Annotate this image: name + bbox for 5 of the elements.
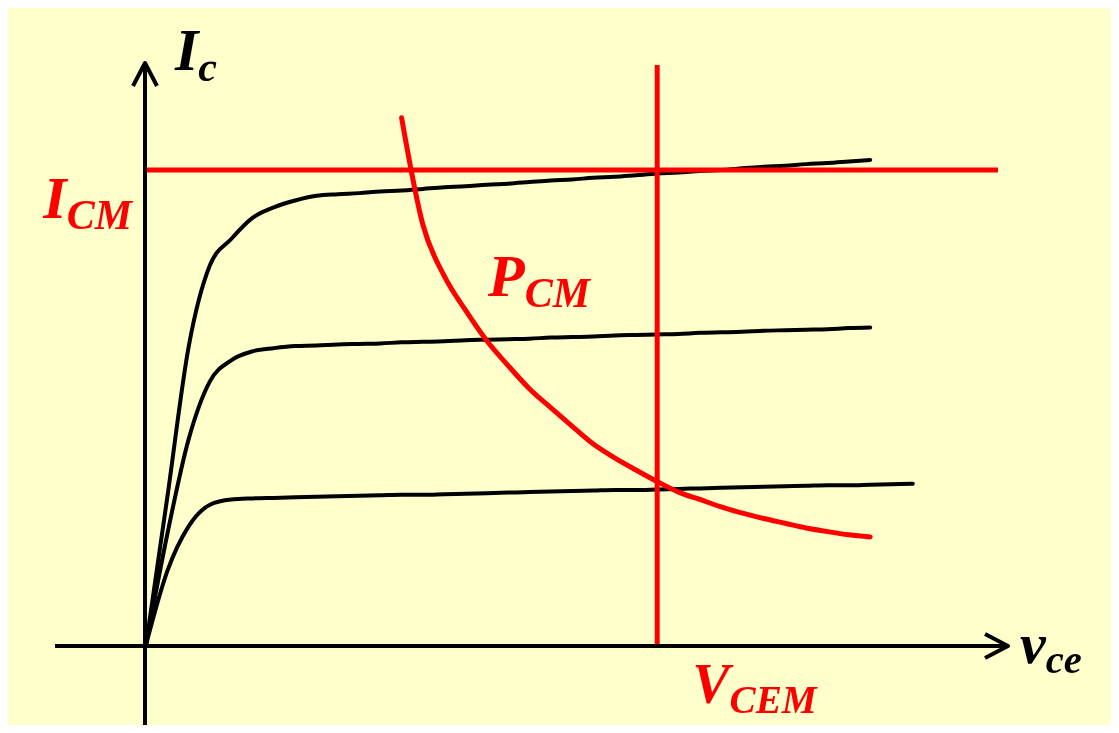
x-axis-title: v$_{ce}$ (1020, 611, 1082, 683)
ref-line-label: I$_{CM}$ (42, 164, 134, 238)
series-label: P$_{CM}$ (487, 242, 592, 316)
text: V$_{CEM}$ (692, 653, 817, 721)
y-axis-title: I$_{c}$ (174, 17, 218, 90)
